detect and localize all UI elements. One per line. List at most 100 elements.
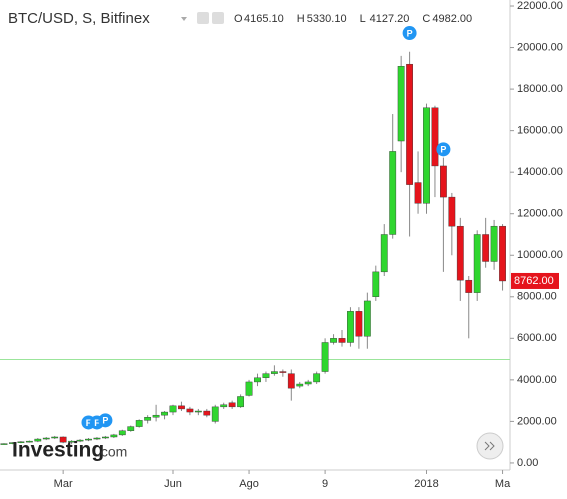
annotation-text: F	[94, 418, 100, 428]
candle-body	[372, 271, 380, 297]
header-value: 4127.20	[370, 13, 410, 25]
candle-body	[262, 373, 270, 378]
y-tick-label: 22000.00	[517, 0, 563, 12]
candle-body	[338, 338, 346, 343]
candle-body	[220, 404, 228, 408]
annotation-text: P	[102, 416, 108, 426]
candle-body	[144, 417, 152, 421]
close-icon[interactable]	[212, 12, 224, 24]
candle-body	[465, 279, 473, 293]
header-prefix: O	[234, 13, 243, 25]
candle-body	[194, 410, 202, 413]
candle-body	[59, 436, 67, 443]
annotation-text: P	[407, 28, 413, 38]
candle-body	[296, 383, 304, 387]
chart-title: BTC/USD, S, Bitfinex	[8, 10, 150, 27]
y-tick-label: 8000.00	[517, 291, 557, 303]
candle-body	[186, 408, 194, 413]
candle-body	[51, 436, 59, 439]
y-tick-label: 4000.00	[517, 374, 557, 386]
candle-body	[17, 441, 25, 443]
y-tick-label: 16000.00	[517, 125, 563, 137]
candle-body	[85, 438, 92, 441]
y-tick-label: 6000.00	[517, 332, 557, 344]
last-price-label: 8762.00	[514, 275, 554, 287]
candle-body	[101, 436, 109, 439]
dropdown[interactable]	[181, 17, 187, 21]
candle-body	[440, 165, 447, 198]
annotation-marker	[402, 26, 417, 41]
annotation-text: P	[440, 145, 446, 155]
logo-brand: Investing	[12, 439, 104, 462]
candle-body	[135, 420, 143, 427]
candle-body	[321, 342, 329, 372]
header-value: 4982.00	[432, 13, 472, 25]
candle-body	[0, 443, 8, 445]
candle-body	[363, 300, 371, 337]
candle-body	[127, 426, 135, 431]
candle-body	[482, 234, 490, 262]
y-tick-label: 12000.00	[517, 208, 563, 220]
candle-body	[499, 225, 506, 282]
annotation-marker	[436, 142, 451, 157]
candle-body	[68, 440, 76, 443]
candle-body	[161, 411, 168, 416]
candle-body	[118, 430, 126, 436]
last-price-box	[511, 272, 559, 289]
y-tick-label: 14000.00	[517, 166, 563, 178]
candle-body	[245, 381, 253, 396]
candle-body	[76, 439, 84, 442]
candle-body	[397, 66, 405, 142]
x-tick-label: Ma	[495, 478, 511, 490]
candle-body	[93, 437, 101, 440]
candle-body	[287, 373, 295, 389]
x-tick-label: Jun	[164, 478, 182, 490]
candle-body	[414, 182, 422, 204]
candle-body	[211, 406, 219, 422]
scroll-button[interactable]	[476, 432, 504, 460]
candle-body	[313, 373, 321, 383]
logo: Investing .com	[12, 439, 127, 462]
candle-body	[431, 107, 439, 167]
candle-body	[237, 396, 244, 408]
candle-body	[152, 414, 160, 418]
candle-body	[203, 410, 211, 416]
header-value: 5330.10	[307, 13, 347, 25]
settings-icon[interactable]	[197, 12, 209, 24]
candle-body	[380, 234, 388, 273]
x-tick-label: 2018	[414, 478, 438, 490]
x-tick-label: 9	[322, 478, 328, 490]
y-tick-label: 18000.00	[517, 83, 563, 95]
candle-body	[279, 371, 287, 373]
y-tick-label: 2000.00	[517, 415, 557, 427]
header-prefix: C	[422, 13, 430, 25]
candle-body	[490, 225, 498, 262]
y-tick-label: 20000.00	[517, 41, 563, 53]
y-tick-label: 10000.00	[517, 249, 563, 261]
candle-body	[110, 434, 118, 438]
candle-body	[169, 405, 177, 413]
y-tick-label: 0.00	[517, 457, 538, 469]
header-value: 4165.10	[244, 13, 284, 25]
candle-body	[254, 377, 261, 383]
candle-body	[389, 151, 397, 235]
x-tick-label: Ago	[239, 478, 259, 490]
candle-body	[406, 63, 413, 185]
candle-body	[448, 196, 456, 227]
candle-body	[271, 371, 278, 374]
candle-body	[304, 381, 312, 385]
header-prefix: H	[297, 13, 305, 25]
header-prefix: L	[360, 13, 366, 25]
candle-body	[423, 107, 430, 204]
candle-body	[330, 338, 337, 343]
candle-body	[42, 437, 50, 440]
x-tick-label: Mar	[54, 478, 73, 490]
annotation-marker	[98, 413, 113, 428]
scroll-icon	[484, 441, 495, 451]
candle-body	[178, 405, 185, 410]
candle-body	[456, 225, 464, 281]
logo-suffix: .com	[97, 444, 127, 460]
candle-body	[9, 442, 16, 444]
candle-body	[25, 440, 33, 443]
